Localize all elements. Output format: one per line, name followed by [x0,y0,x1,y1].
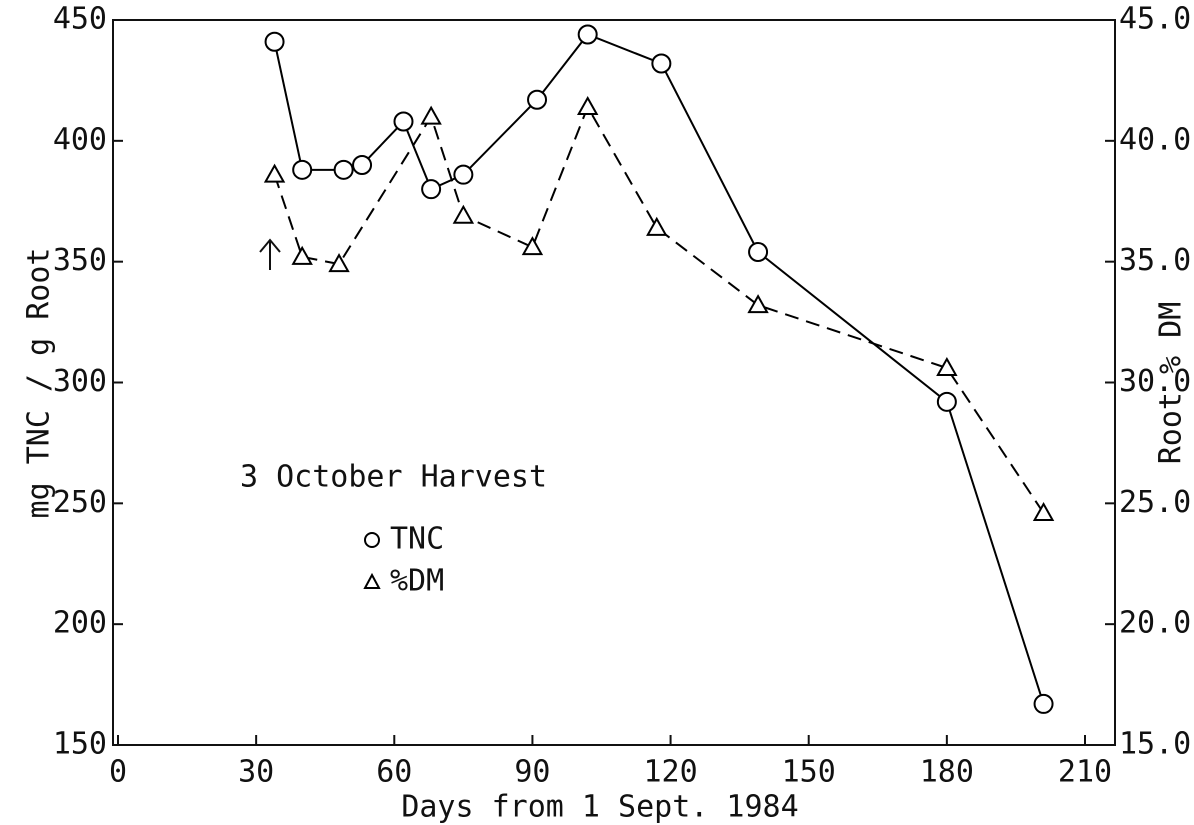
point [576,95,599,115]
y-tick-label: 150 [53,727,107,762]
y-tick-label: 400 [53,122,107,157]
y2-tick-label: 25.0 [1119,485,1191,520]
legend-label: %DM [390,564,444,599]
series-line [273,33,1045,705]
y2-tick-label: 45.0 [1119,2,1191,37]
x-tick-label: 0 [109,755,127,790]
x-tick-label: 120 [643,755,697,790]
point [393,111,414,132]
y2-axis-label: Root % DM [1154,302,1189,465]
annotation: 3 October Harvest [240,460,547,495]
y-tick-label: 250 [53,485,107,520]
point [748,242,769,262]
legend-marker [363,572,381,589]
point [421,179,442,200]
y2-tick-label: 15.0 [1119,727,1191,762]
point [352,155,373,175]
x-tick-label: 60 [376,755,412,790]
arrow [259,238,281,270]
point [452,204,475,224]
point [577,24,598,45]
y-tick-label: 450 [53,2,107,37]
point [420,105,442,125]
x-tick-label: 30 [238,755,274,790]
point [291,245,313,265]
x-axis-label: Days from 1 Sept. 1984 [401,790,798,825]
point [264,31,285,52]
point [936,356,958,376]
point [646,216,668,236]
y2-tick-label: 35.0 [1119,243,1191,278]
legend-label: TNC [390,522,444,557]
y2-tick-label: 20.0 [1119,606,1191,641]
x-tick-label: 180 [920,755,974,790]
x-tick-label: 90 [514,755,550,790]
x-tick-label: 150 [782,755,836,790]
point [453,164,474,185]
y2-tick-label: 30.0 [1119,364,1191,399]
point [747,294,769,314]
point [1033,693,1054,714]
y-tick-label: 350 [53,243,107,278]
point [1032,501,1055,521]
y-tick-label: 300 [53,364,107,399]
point [263,163,286,183]
y2-tick-label: 40.0 [1119,122,1191,157]
point [521,236,544,256]
series-line [273,104,1045,514]
point [936,391,957,412]
y-tick-label: 200 [53,606,107,641]
legend-marker [364,532,380,548]
point [651,53,672,74]
y-axis-label: mg TNC / g Root [22,248,57,519]
plot-frame [112,19,1116,746]
point [527,89,548,110]
point [292,159,313,180]
x-tick-label: 210 [1058,755,1112,790]
point [333,159,354,180]
point [328,253,350,273]
